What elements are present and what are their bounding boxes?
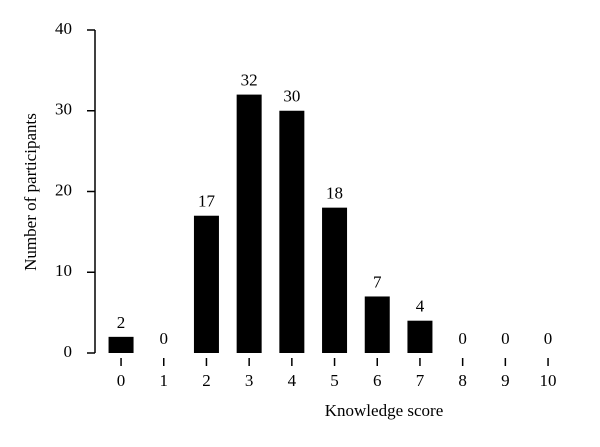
x-tick-label: 10 bbox=[540, 371, 557, 390]
value-label: 7 bbox=[373, 272, 382, 291]
bar bbox=[364, 296, 390, 353]
value-label: 32 bbox=[241, 71, 258, 90]
y-tick-label: 20 bbox=[55, 180, 72, 199]
x-tick-label: 0 bbox=[117, 371, 126, 390]
value-label: 0 bbox=[544, 329, 553, 348]
x-tick-label: 2 bbox=[202, 371, 211, 390]
value-label: 2 bbox=[117, 313, 126, 332]
bar bbox=[108, 336, 134, 353]
y-axis-label: Number of participants bbox=[21, 113, 40, 271]
x-tick-label: 1 bbox=[160, 371, 169, 390]
value-label: 18 bbox=[326, 184, 343, 203]
y-tick-label: 10 bbox=[55, 261, 72, 280]
value-label: 4 bbox=[416, 297, 425, 316]
y-tick-label: 40 bbox=[55, 19, 72, 38]
y-tick-label: 0 bbox=[64, 342, 73, 361]
x-tick-label: 8 bbox=[458, 371, 467, 390]
value-label: 0 bbox=[458, 329, 467, 348]
x-tick-label: 4 bbox=[288, 371, 297, 390]
x-tick-label: 5 bbox=[330, 371, 339, 390]
x-tick-label: 3 bbox=[245, 371, 254, 390]
bar bbox=[279, 110, 305, 353]
bar bbox=[236, 94, 262, 353]
x-tick-label: 6 bbox=[373, 371, 382, 390]
bar bbox=[407, 320, 433, 353]
x-axis-label: Knowledge score bbox=[325, 401, 444, 420]
value-label: 17 bbox=[198, 192, 216, 211]
value-label: 30 bbox=[283, 87, 300, 106]
y-tick-label: 30 bbox=[55, 100, 72, 119]
x-tick-label: 9 bbox=[501, 371, 510, 390]
value-label: 0 bbox=[160, 329, 169, 348]
x-tick-label: 7 bbox=[416, 371, 425, 390]
bar bbox=[322, 207, 348, 353]
bar bbox=[193, 215, 219, 353]
value-label: 0 bbox=[501, 329, 510, 348]
